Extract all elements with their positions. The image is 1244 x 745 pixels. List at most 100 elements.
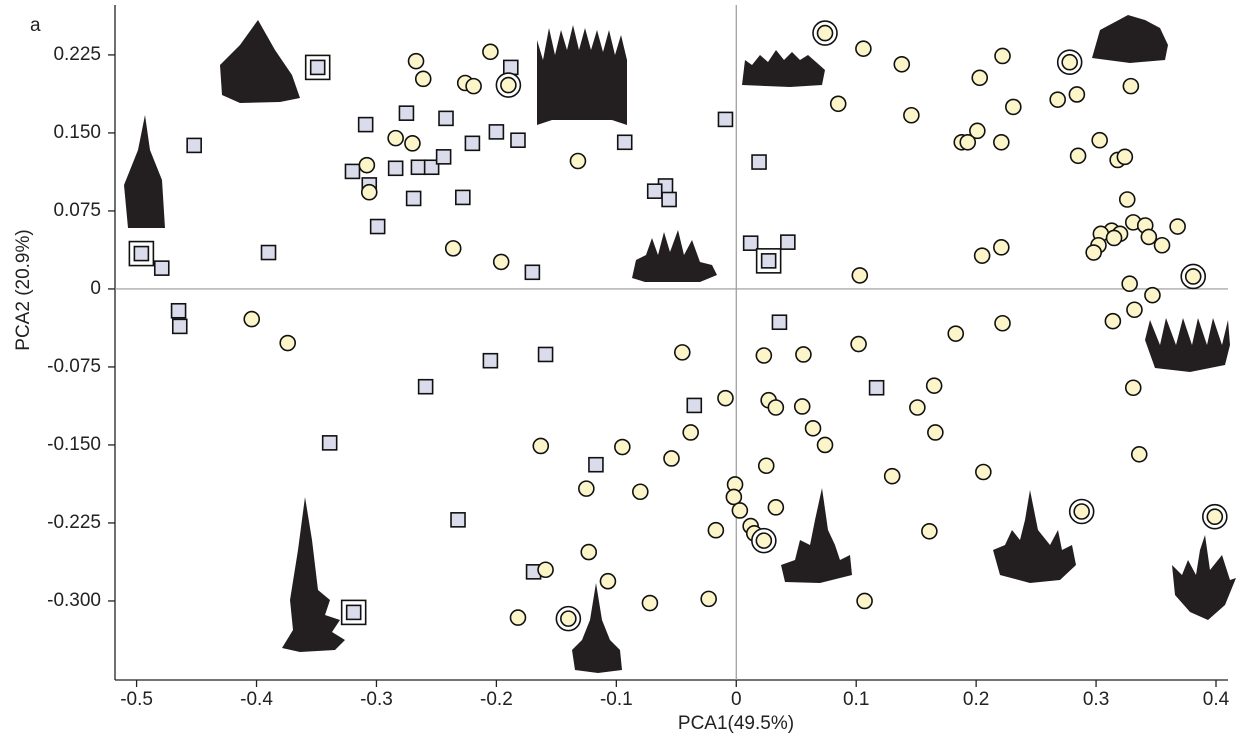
circle-point	[243, 310, 261, 328]
tooth-silhouette	[632, 230, 717, 282]
circle-point	[614, 438, 631, 456]
circle-point	[731, 502, 749, 519]
tooth-silhouette	[781, 488, 852, 583]
square-point	[751, 154, 767, 170]
circle-point	[1121, 275, 1138, 293]
square-point	[537, 346, 554, 363]
y-axis-title: PCA2 (20.9%)	[13, 229, 34, 350]
circle-point	[767, 399, 785, 416]
square-point	[357, 116, 374, 133]
circle-point	[360, 183, 378, 201]
circle-point	[969, 122, 986, 140]
square-point	[435, 149, 452, 165]
square-point	[398, 105, 415, 121]
circle-point	[921, 522, 938, 540]
square-point	[588, 456, 604, 473]
tooth-silhouette	[1092, 15, 1168, 63]
circle-point	[465, 77, 482, 95]
square-point	[344, 163, 361, 180]
circle-point	[279, 334, 297, 352]
y-tick-label: 0	[90, 278, 101, 299]
square-point	[450, 512, 466, 528]
circle-point	[993, 239, 1010, 256]
x-tick-label: -0.5	[120, 689, 153, 710]
x-tick-label: -0.1	[600, 689, 633, 710]
square-ring	[755, 248, 782, 274]
square-point	[405, 190, 422, 207]
circle-point	[909, 399, 926, 416]
square-point	[438, 110, 454, 127]
x-tick-label: -0.4	[240, 689, 273, 710]
x-tick-label: 0.2	[963, 689, 989, 710]
circle-point	[1073, 503, 1090, 520]
square-point	[423, 159, 440, 176]
circle-point	[1184, 268, 1202, 285]
x-tick-label: 0.1	[843, 689, 869, 710]
circle-point	[682, 424, 699, 441]
silhouettes	[124, 15, 1236, 673]
circle-point	[1130, 446, 1148, 463]
tooth-silhouette	[1145, 318, 1230, 372]
circle-point	[632, 483, 649, 501]
circle-point	[767, 499, 785, 516]
square-point	[369, 218, 386, 235]
circle-point	[700, 590, 717, 608]
circle-point	[804, 420, 822, 437]
square-point	[410, 159, 427, 176]
square-point	[780, 234, 796, 250]
square-point	[186, 137, 202, 154]
circle-point	[407, 52, 425, 70]
tooth-silhouette	[537, 25, 627, 125]
circle-point	[569, 152, 587, 170]
circle-point	[793, 398, 811, 415]
x-axis-title: PCA1(49.5%)	[678, 713, 794, 734]
circle-point	[994, 47, 1011, 65]
square-point	[309, 59, 326, 76]
circle-point	[994, 314, 1011, 332]
circle-point	[500, 76, 517, 94]
tooth-silhouette	[1172, 535, 1236, 620]
circle-point	[855, 40, 872, 57]
circle-point	[482, 43, 499, 61]
panel-label: a	[30, 15, 41, 36]
y-tick-label: 0.075	[53, 200, 101, 221]
circle-point	[1049, 91, 1066, 108]
circle-point	[903, 106, 920, 124]
square-point	[345, 604, 362, 621]
circle-point	[1091, 131, 1108, 149]
circle-point	[641, 594, 659, 612]
circle-point	[725, 488, 743, 506]
square-point	[171, 318, 188, 335]
circle-point	[673, 344, 691, 361]
circle-point	[707, 521, 725, 539]
y-tick-label: -0.075	[47, 356, 101, 377]
square-point	[482, 352, 499, 369]
circle-point	[856, 592, 873, 610]
circle-point	[757, 457, 775, 475]
circle-point	[444, 240, 462, 257]
circle-point	[1068, 86, 1086, 103]
circle-point	[925, 377, 943, 394]
square-point	[717, 111, 734, 128]
y-tick-label: -0.300	[47, 590, 101, 611]
tooth-silhouette	[220, 20, 300, 103]
square-point	[868, 379, 885, 396]
circle-point	[883, 467, 901, 485]
circle-point	[1144, 286, 1161, 304]
x-tick-label: 0	[731, 689, 742, 710]
circle-point	[816, 436, 834, 454]
circle-point	[717, 389, 734, 407]
circle-point	[927, 424, 944, 441]
square-point	[760, 253, 777, 269]
y-tick-label: 0.150	[53, 122, 101, 143]
circle-point	[414, 70, 432, 88]
circle-point	[755, 347, 773, 364]
circle-point	[387, 129, 404, 147]
square-point	[260, 244, 277, 261]
circle-point	[537, 561, 554, 579]
circle-point	[663, 450, 680, 467]
circle-point	[829, 95, 847, 113]
circle-point	[816, 24, 834, 42]
circle-point	[1206, 508, 1224, 526]
